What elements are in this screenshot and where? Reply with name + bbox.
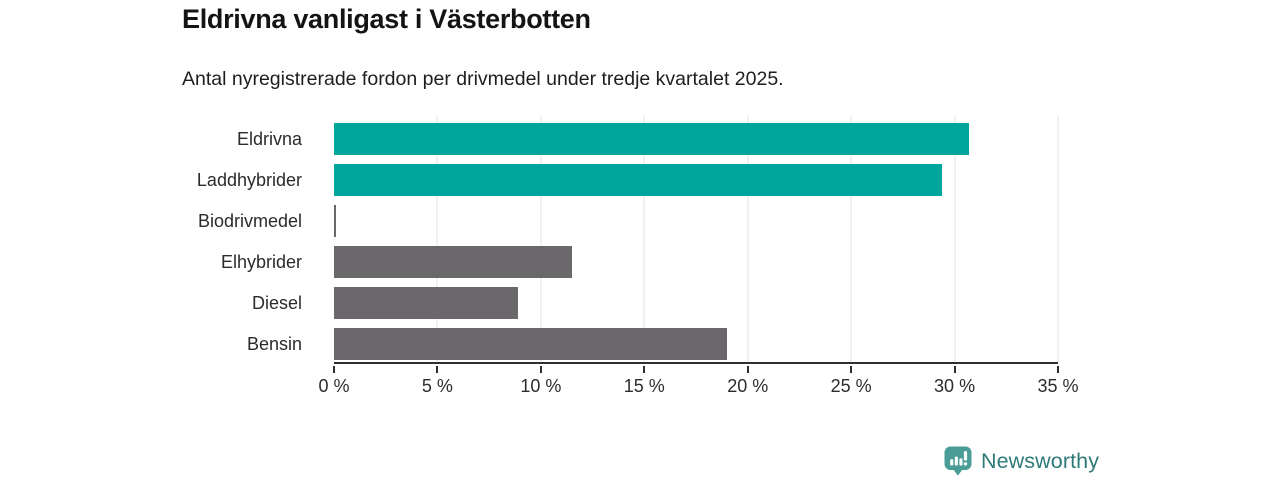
x-axis: 0 % 5 % 10 % 15 % 20 % 25 % 30 % 35 % xyxy=(318,366,1079,400)
pin-shape xyxy=(944,446,972,476)
category-label-elhybrider: Elhybrider xyxy=(220,251,302,272)
gridline-25 xyxy=(850,115,852,362)
gridline-35 xyxy=(1057,115,1059,362)
tick-mark-30 xyxy=(953,366,956,373)
newsworthy-wordmark: Newsworthy xyxy=(981,448,1100,473)
chart-subtitle: Antal nyregistrerade fordon per drivmede… xyxy=(182,68,784,90)
category-label-biodrivmedel: Biodrivmedel xyxy=(197,210,302,231)
gridline-20 xyxy=(747,115,749,362)
category-label-bensin: Bensin xyxy=(246,333,302,354)
bar-chart-pin-icon xyxy=(944,446,972,476)
newsworthy-logo-link[interactable]: Newsworthy xyxy=(944,446,1099,476)
tick-mark-25 xyxy=(850,366,853,373)
plot-area xyxy=(334,115,1059,364)
tick-mark-35 xyxy=(1057,366,1059,373)
bar-biodrivmedel xyxy=(334,204,337,237)
tick-label-10: 10 % xyxy=(520,376,562,396)
gridline-15 xyxy=(643,115,645,362)
tick-label-30: 30 % xyxy=(934,376,976,396)
gridline-30 xyxy=(954,115,956,362)
tick-label-25: 25 % xyxy=(830,376,872,396)
gridline-5 xyxy=(436,115,438,362)
tick-mark-0 xyxy=(333,366,335,373)
bar-eldrivna xyxy=(334,122,970,155)
bar-diesel xyxy=(334,286,519,319)
bar-laddhybrider xyxy=(334,163,943,196)
gridline-10 xyxy=(540,115,542,362)
bar-elhybrider xyxy=(334,245,572,278)
category-label-diesel: Diesel xyxy=(251,292,302,313)
category-label-eldrivna: Eldrivna xyxy=(236,128,302,149)
tick-mark-15 xyxy=(643,366,646,373)
tick-label-0: 0 % xyxy=(318,376,350,396)
tick-label-15: 15 % xyxy=(623,376,665,396)
bar-bensin xyxy=(334,327,728,360)
tick-label-20: 20 % xyxy=(727,376,769,396)
category-label-laddhybrider: Laddhybrider xyxy=(196,169,302,190)
chart-title: Eldrivna vanligast i Västerbotten xyxy=(182,4,591,34)
tick-mark-10 xyxy=(539,366,542,373)
tick-mark-5 xyxy=(436,366,439,373)
tick-label-5: 5 % xyxy=(421,376,453,396)
tick-mark-20 xyxy=(746,366,749,373)
tick-label-35: 35 % xyxy=(1037,376,1079,396)
